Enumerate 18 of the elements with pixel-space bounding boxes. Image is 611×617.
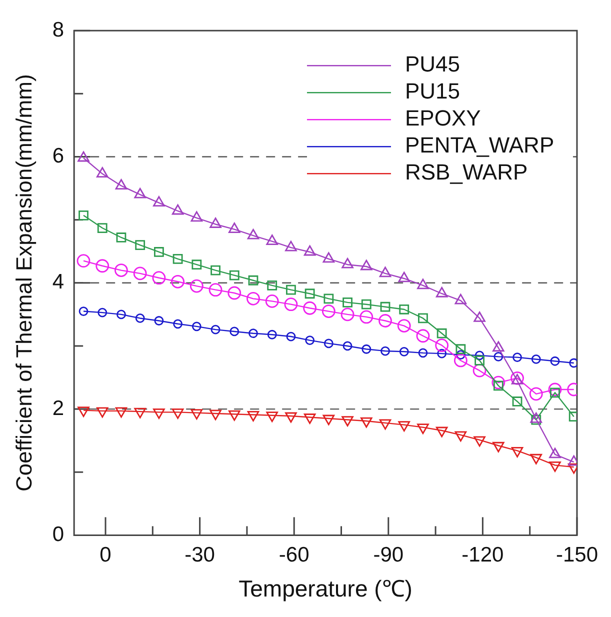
y-tick-label: 2 [52,396,64,420]
x-tick-label: -60 [278,544,310,567]
legend-label: EPOXY [404,106,482,131]
y-axis-title: Coefficient of Thermal Expansion(mm/mm) [11,74,36,492]
y-tick-label: 6 [52,144,64,168]
legend-label: PU15 [404,78,460,104]
legend-label: PENTA_WARP [404,132,554,158]
x-tick-label: 0 [100,544,112,567]
x-tick-label: -120 [462,544,504,567]
x-tick-label: -90 [373,544,404,567]
x-tick-label: -150 [556,544,598,567]
y-tick-label: 4 [52,270,64,294]
y-tick-label: 8 [52,18,64,42]
x-axis-title: Temperature (℃) [238,576,412,602]
x-tick-label: -30 [184,544,215,567]
legend-label: PU45 [404,52,460,77]
legend-label: RSB_WARP [404,160,528,185]
y-tick-label: 0 [52,522,64,546]
